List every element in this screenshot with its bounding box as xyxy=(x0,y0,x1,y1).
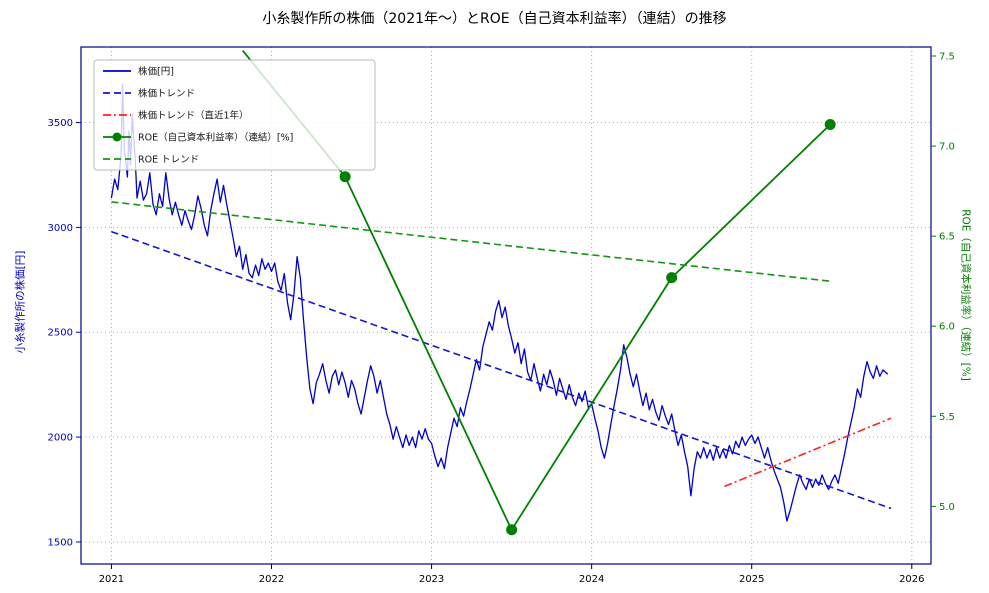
legend-sample-marker xyxy=(112,132,122,142)
plot-frame xyxy=(80,46,932,565)
y-right-tick-label: 7.5 xyxy=(939,52,955,63)
legend-entry-label: 株価[円] xyxy=(138,66,174,78)
x-tick-label: 2023 xyxy=(419,574,444,585)
y-right-tick-label: 5.0 xyxy=(939,502,955,513)
x-tick-label: 2021 xyxy=(99,574,124,585)
price-trend-line xyxy=(111,230,892,510)
y-left-tick-label: 3000 xyxy=(48,223,73,234)
x-tick-label: 2024 xyxy=(579,574,604,585)
price-trend-recent-line xyxy=(724,417,892,488)
x-tick-label: 2022 xyxy=(259,574,284,585)
roe-marker xyxy=(506,524,518,536)
legend-entry-label: ROE トレンド xyxy=(138,155,199,166)
y-left-tick-label: 1500 xyxy=(48,537,73,548)
legend-box xyxy=(93,59,376,171)
legend-entry-label: ROE（自己資本利益率）（連結）[%] xyxy=(138,132,293,144)
legend-entry-label: 株価トレンド xyxy=(138,88,195,100)
y-right-tick-label: 6.5 xyxy=(939,232,955,243)
chart-title: 小糸製作所の株価（2021年～）とROE（自己資本利益率）（連結）の推移 xyxy=(262,11,727,27)
right-axis-label: ROE（自己資本利益率）（連結）[%] xyxy=(959,209,972,381)
x-tick-label: 2026 xyxy=(899,574,924,585)
y-left-tick-label: 2000 xyxy=(48,433,73,444)
roe-marker xyxy=(824,118,836,130)
y-left-tick-label: 3500 xyxy=(48,118,73,129)
left-axis-label: 小糸製作所の株価[円] xyxy=(14,250,27,354)
legend-entry-label: 株価トレンド（直近1年） xyxy=(138,110,249,122)
y-right-tick-label: 7.0 xyxy=(939,142,955,153)
price-line xyxy=(110,84,889,522)
y-right-tick-label: 6.0 xyxy=(939,322,955,333)
y-left-tick-label: 2500 xyxy=(48,328,73,339)
x-tick-label: 2025 xyxy=(739,574,764,585)
roe-marker xyxy=(666,272,678,284)
roe-marker xyxy=(339,171,351,183)
y-right-tick-label: 5.5 xyxy=(939,412,955,423)
